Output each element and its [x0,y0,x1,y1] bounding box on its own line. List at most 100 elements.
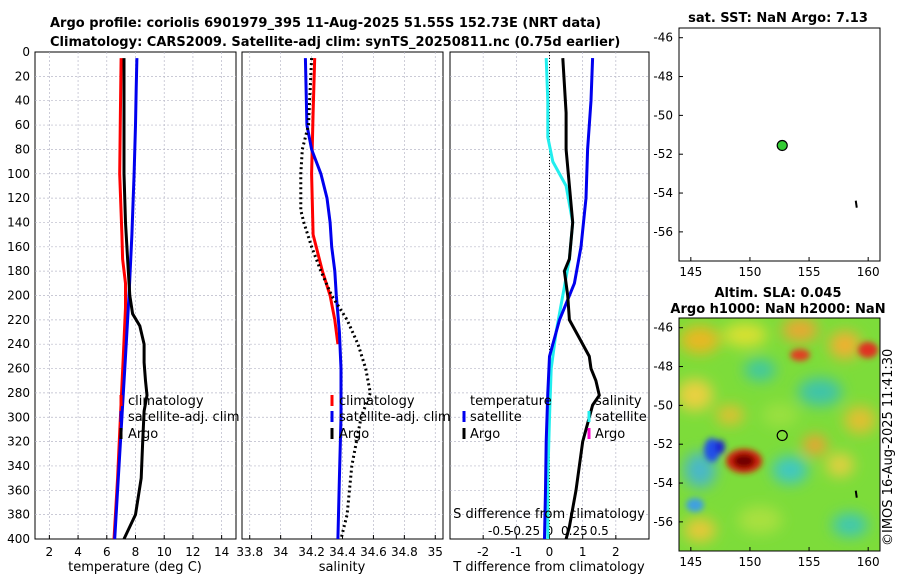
sst-map-marks [776,139,858,208]
s-tick-label: 0.5 [590,524,609,538]
salinity-x-tick-labels: 33.8 34 34.2 34.4 34.6 34.8 35 [236,535,443,559]
map-y-tick-label: -46 [653,31,673,45]
argo-position-marker [776,139,788,152]
difference-panel: -2 -1 0 1 2 -0.5-0.25 0 0.25 0.5 S difference f… [449,51,650,575]
x-tick-label: 10 [157,545,172,559]
x-tick-label: 2 [612,545,620,559]
legend-label-t-satellite: satellite [470,410,522,425]
series-line-argo [122,58,149,540]
s-tick-label: -0.5 [488,524,511,538]
sla-heatmap [678,317,881,552]
legend-label-argo: Argo [339,427,369,442]
x-tick-label: 34 [273,545,288,559]
legend-label-satellite: satellite-adj. clim [128,410,240,425]
x-tick-label: 34.2 [298,545,325,559]
map-x-tick-label: 150 [738,265,761,279]
map-y-tick-label: -48 [653,360,673,374]
sla-map-tick-labels: 145 150 155 160 -46 -48 -50 -52 -54 -56 [653,321,879,569]
map-x-tick-label: 160 [857,555,880,569]
x-tick-label: 8 [132,545,140,559]
y-tick-label: 120 [7,191,30,205]
x-tick-label: 34.8 [391,545,418,559]
map-y-tick-label: -56 [653,225,673,239]
salinity-xlabel: salinity [319,560,366,575]
y-tick-label: 220 [7,313,30,327]
y-tick-label: 140 [7,215,30,229]
x-tick-label: 0 [546,545,554,559]
map-y-tick-label: -46 [653,321,673,335]
legend-label-argo: Argo [128,427,158,442]
temperature-panel: 0 20 40 60 80 100 120 140 160 180 200 220 240 260 280 3… [7,45,240,575]
sla-map-axes-box [678,317,881,552]
sla-map-marks [776,429,858,498]
temperature-y-tick-labels: 0 20 40 60 80 100 120 140 160 180 200 220 240 260 280 3… [7,45,30,546]
y-tick-label: 360 [7,483,30,497]
s-tick-label: -0.25 [509,524,540,538]
difference-s-label: S difference from climatology [453,507,645,522]
legend-label-t-argo: Argo [470,427,500,442]
salinity-legend: climatology satellite-adj. clim Argo [330,394,451,442]
legend-label-s-satellite: satellite [595,410,647,425]
y-tick-label: 60 [15,118,30,132]
y-tick-label: 40 [15,94,30,108]
series-line-argo [561,58,601,540]
sst-map-panel: sat. SST: NaN Argo: 7.13 145 150 155 160 -46… [653,11,881,279]
x-tick-label: 2 [46,545,54,559]
x-tick-label: 34.6 [360,545,387,559]
y-tick-label: 380 [7,508,30,522]
map-x-tick-label: 150 [738,555,761,569]
x-tick-label: 34.4 [329,545,356,559]
sla-map-panel: Altim. SLA: 0.045 Argo h1000: NaN h2000:… [653,286,885,569]
y-tick-label: 280 [7,386,30,400]
temperature-xlabel: temperature (deg C) [68,560,202,575]
temperature-grid [35,52,236,539]
difference-legend: temperature satellite Argo salinity sate… [462,394,647,442]
y-tick-label: 300 [7,410,30,424]
x-tick-label: 6 [103,545,111,559]
map-y-tick-label: -52 [653,437,673,451]
series-line-satellite-adj-clim [303,58,343,540]
map-y-tick-label: -56 [653,515,673,529]
y-tick-label: 260 [7,362,30,376]
x-tick-label: 12 [185,545,200,559]
map-x-tick-label: 155 [798,555,821,569]
legend-label-s-argo: Argo [595,427,625,442]
y-tick-label: 340 [7,459,30,473]
map-x-tick-label: 155 [798,265,821,279]
sla-map-title-1: Altim. SLA: 0.045 [715,286,842,301]
x-tick-label: 4 [74,545,82,559]
legend-label-climatology: climatology [339,394,415,409]
temperature-x-tick-labels: 2 4 6 8 10 12 14 [46,535,229,559]
temperature-series [112,58,149,540]
argo-position-marker [776,429,788,442]
map-x-tick-label: 160 [857,265,880,279]
temperature-legend: climatology satellite-adj. clim Argo [119,394,240,442]
series-line-satellite-adj-clim [113,58,139,540]
title-line-2: Climatology: CARS2009. Satellite-adj cli… [50,35,620,50]
s-tick-label: 0 [546,524,554,538]
x-tick-label: -2 [477,545,489,559]
map-y-tick-label: -54 [653,186,673,200]
legend-label-salinity: salinity [595,394,642,409]
y-tick-label: 0 [22,45,30,59]
macquarie-island-mark [854,490,858,498]
map-y-tick-label: -50 [653,398,673,412]
legend-label-satellite: satellite-adj. clim [339,410,451,425]
x-tick-label: -1 [510,545,522,559]
y-tick-label: 80 [15,142,30,156]
map-y-tick-label: -52 [653,147,673,161]
difference-xlabel: T difference from climatology [452,560,645,575]
y-tick-label: 320 [7,435,30,449]
salinity-panel: 33.8 34 34.2 34.4 34.6 34.8 35 salinity climat… [236,51,451,575]
difference-series [543,58,601,540]
legend-label-climatology: climatology [128,394,204,409]
difference-x-tick-labels: -2 -1 0 1 2 [477,535,620,559]
series-line-climatology [310,58,340,345]
x-tick-label: 33.8 [236,545,263,559]
macquarie-island-mark [854,200,858,208]
sla-map-title-2: Argo h1000: NaN h2000: NaN [670,302,885,317]
map-y-tick-label: -48 [653,70,673,84]
map-x-tick-label: 145 [679,265,702,279]
y-tick-label: 100 [7,167,30,181]
y-tick-label: 20 [15,69,30,83]
